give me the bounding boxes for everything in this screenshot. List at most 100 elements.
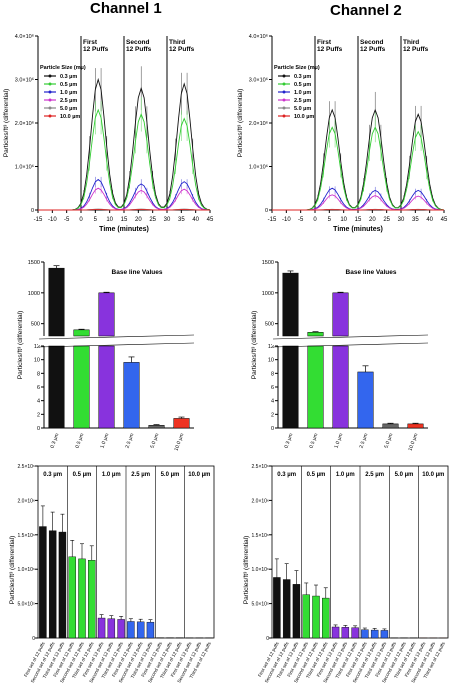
x-tick-label: 0 bbox=[313, 217, 317, 223]
y-tick-label: 4 bbox=[37, 399, 40, 405]
y-tick-label: 12 bbox=[268, 344, 274, 350]
puff-label: First bbox=[317, 39, 332, 46]
bar bbox=[107, 618, 116, 639]
y-axis-label: Particles/ft³ (differential) bbox=[237, 89, 244, 158]
bar bbox=[322, 597, 330, 639]
bar bbox=[88, 560, 96, 639]
x-tick-label: 35 bbox=[178, 217, 185, 223]
y-tick-label: 0 bbox=[265, 208, 268, 214]
x-tick-label: 45 bbox=[441, 217, 448, 223]
legend-label: 0.3 µm bbox=[294, 74, 311, 80]
x-tick-label: -15 bbox=[268, 217, 277, 223]
bar-lower bbox=[307, 345, 324, 429]
legend-marker bbox=[282, 114, 286, 118]
x-tick-label: 1.0 µm bbox=[99, 433, 110, 450]
legend-marker bbox=[282, 106, 286, 110]
legend-label: 1.0 µm bbox=[60, 90, 77, 96]
x-axis-label: Time (minutes) bbox=[99, 226, 149, 233]
bar bbox=[407, 423, 424, 429]
x-tick-label: 10.0 µm bbox=[174, 433, 186, 452]
break-line bbox=[38, 334, 195, 340]
chart-title: Base line Values bbox=[112, 269, 163, 276]
y-tick-label: 500 bbox=[265, 322, 274, 328]
channel-2-title: Channel 2 bbox=[330, 2, 402, 19]
bar bbox=[173, 418, 190, 429]
bar-upper bbox=[73, 329, 90, 337]
y-tick-label: 1000 bbox=[262, 291, 274, 297]
legend-label: 1.0 µm bbox=[294, 90, 311, 96]
y-tick-label: 1.0×10⁶ bbox=[249, 164, 268, 171]
y-tick-label: 10 bbox=[268, 358, 274, 364]
y-tick-label: 6 bbox=[271, 385, 274, 391]
bar-upper bbox=[282, 272, 299, 337]
x-tick-label: 0.5 µm bbox=[74, 433, 85, 450]
x-tick-label: 10.0 µm bbox=[408, 433, 420, 452]
bar bbox=[341, 627, 350, 639]
x-tick-label: -10 bbox=[282, 217, 291, 223]
legend-marker bbox=[282, 98, 286, 102]
legend-label: 2.5 µm bbox=[60, 98, 77, 104]
bar-lower bbox=[332, 345, 349, 429]
legend-label: 0.3 µm bbox=[60, 74, 77, 80]
legend-marker bbox=[48, 74, 52, 78]
x-tick-label: -15 bbox=[34, 217, 43, 223]
bar bbox=[331, 626, 340, 639]
y-tick-label: 2.0×10⁶ bbox=[252, 498, 270, 504]
break-line bbox=[272, 342, 429, 348]
y-axis-label: Particles/ft³ (differential) bbox=[3, 89, 10, 158]
puff-label: 12 Puffs bbox=[169, 46, 195, 53]
puff-label: 12 Puffs bbox=[126, 46, 152, 53]
axis-break bbox=[272, 337, 428, 345]
bar-upper bbox=[48, 267, 65, 337]
bar bbox=[370, 629, 379, 639]
bar bbox=[39, 526, 47, 639]
bar-upper bbox=[307, 332, 324, 337]
x-tick-label: 2.5 µm bbox=[358, 433, 369, 450]
x-tick-label: 30 bbox=[398, 217, 405, 223]
group-label: 10.0 µm bbox=[188, 472, 210, 478]
group-label: 2.5 µm bbox=[365, 472, 384, 478]
bar bbox=[78, 558, 86, 639]
legend-label: 10.0 µm bbox=[60, 114, 80, 120]
bar bbox=[58, 531, 67, 639]
y-tick-label: 2.0×10⁶ bbox=[15, 120, 34, 127]
y-tick-label: 2.0×10⁶ bbox=[249, 120, 268, 127]
x-tick-label: 5.0 µm bbox=[383, 433, 394, 450]
y-tick-label: 1500 bbox=[28, 260, 40, 266]
bar bbox=[382, 423, 399, 429]
legend-marker bbox=[48, 106, 52, 110]
bar bbox=[292, 584, 301, 639]
legend-label: 0.5 µm bbox=[294, 82, 311, 88]
bar-upper bbox=[98, 292, 115, 337]
x-tick-label: 10 bbox=[340, 217, 347, 223]
x-tick-label: 15 bbox=[355, 217, 362, 223]
y-tick-label: 1500 bbox=[262, 260, 274, 266]
group-label: 2.5 µm bbox=[131, 472, 150, 478]
bar bbox=[48, 530, 57, 639]
x-tick-label: 0.3 µm bbox=[283, 433, 294, 450]
x-tick-label: 25 bbox=[383, 217, 390, 223]
bar bbox=[312, 595, 320, 639]
bar bbox=[351, 627, 359, 639]
group-label: 1.0 µm bbox=[102, 472, 121, 478]
puff-label: Third bbox=[403, 39, 419, 46]
puff-label: 12 Puffs bbox=[360, 46, 386, 53]
y-tick-label: 4.0×10⁶ bbox=[15, 33, 34, 40]
y-axis-label: Particles/ft³ (differential) bbox=[17, 311, 24, 380]
bar-lower bbox=[48, 345, 65, 429]
puff-label: First bbox=[83, 39, 98, 46]
y-tick-label: 4.0×10⁶ bbox=[249, 33, 268, 40]
x-tick-label: 40 bbox=[192, 217, 199, 223]
x-tick-label: -5 bbox=[64, 217, 70, 223]
y-tick-label: 0 bbox=[32, 636, 35, 642]
legend-marker bbox=[282, 82, 286, 86]
y-tick-label: 0 bbox=[271, 426, 274, 432]
x-tick-label: 5 bbox=[328, 217, 332, 223]
y-tick-label: 2.0×10⁶ bbox=[18, 498, 36, 504]
y-axis-label: Particles/ft³ (differential) bbox=[9, 536, 16, 605]
y-tick-label: 8 bbox=[271, 371, 274, 377]
y-tick-label: 5.0×10⁵ bbox=[251, 602, 269, 608]
bar-lower bbox=[98, 345, 115, 429]
y-tick-label: 4 bbox=[271, 399, 274, 405]
